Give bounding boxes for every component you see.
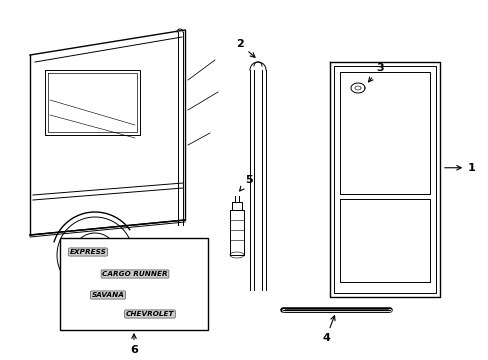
Text: 5: 5 <box>239 175 252 191</box>
Text: 1: 1 <box>444 163 475 173</box>
Text: EXPRESS: EXPRESS <box>69 249 106 255</box>
Text: CHEVROLET: CHEVROLET <box>125 311 174 317</box>
Text: 6: 6 <box>130 334 138 355</box>
Text: 3: 3 <box>368 63 383 82</box>
Text: SAVANA: SAVANA <box>91 292 124 298</box>
Text: CARGO RUNNER: CARGO RUNNER <box>102 271 167 277</box>
Bar <box>60 238 207 330</box>
Text: 4: 4 <box>322 316 334 343</box>
Text: 2: 2 <box>236 39 254 57</box>
